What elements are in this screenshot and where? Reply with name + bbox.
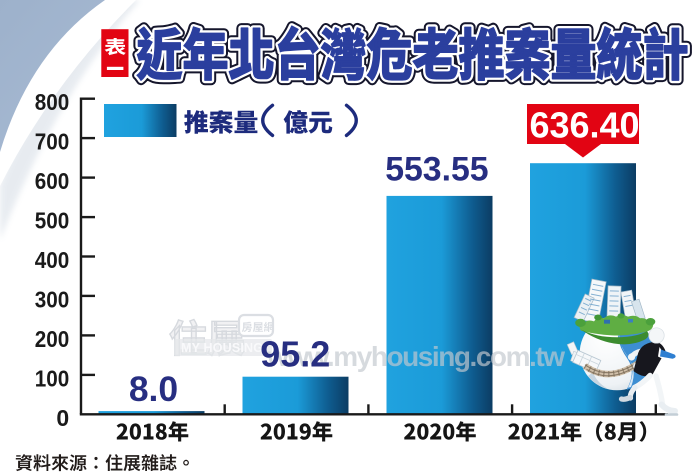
- svg-text:500: 500: [35, 208, 70, 234]
- svg-text:MY HOUSING: MY HOUSING: [181, 341, 263, 355]
- svg-text:www.myhousing.com.tw: www.myhousing.com.tw: [266, 341, 565, 372]
- svg-text:200: 200: [35, 326, 70, 352]
- svg-text:8.0: 8.0: [129, 369, 178, 409]
- svg-text:553.55: 553.55: [385, 151, 488, 189]
- svg-text:400: 400: [35, 247, 70, 273]
- svg-text:636.40: 636.40: [529, 105, 639, 146]
- svg-text:0: 0: [56, 405, 69, 431]
- svg-text:800: 800: [35, 89, 70, 115]
- svg-text:700: 700: [35, 129, 70, 155]
- svg-text:100: 100: [35, 365, 70, 391]
- svg-text:95.2: 95.2: [260, 334, 330, 375]
- svg-text:300: 300: [35, 286, 70, 312]
- svg-text:600: 600: [35, 168, 70, 194]
